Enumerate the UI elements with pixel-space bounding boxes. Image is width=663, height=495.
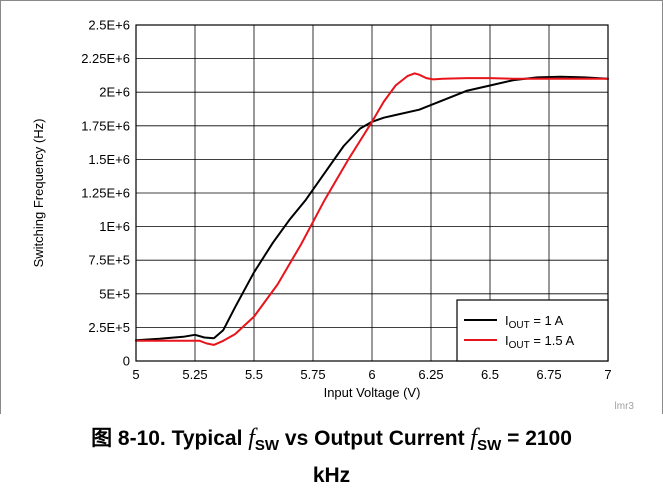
- x-tick-label: 5: [132, 367, 139, 382]
- x-tick-labels: 5 5.25 5.5 5.75 6 6.25 6.5 6.75 7: [132, 367, 611, 382]
- legend-label: IOUT = 1.5 A: [505, 333, 575, 351]
- caption-prefix: 图 8-10. Typical: [91, 427, 249, 450]
- chart: 0 2.5E+5 5E+5 7.5E+5 1E+6 1.25E+6 1.5E+6 1.75E+…: [31, 18, 635, 413]
- series-line: [135, 75, 609, 342]
- y-tick-label: 0: [123, 354, 130, 369]
- legend-label: IOUT = 1 A: [505, 313, 564, 331]
- x-tick-label: 6.5: [481, 367, 499, 382]
- y-tick-label: 1.25E+6: [81, 186, 130, 201]
- caption-sub-1: SW: [254, 437, 280, 455]
- plot-border: [135, 24, 609, 362]
- y-tick-label: 2.25E+6: [81, 51, 130, 66]
- caption-f-symbol-1: f: [248, 425, 255, 451]
- x-tick-label: 7: [604, 367, 611, 382]
- x-axis-title: Input Voltage (V): [324, 385, 421, 400]
- caption-sub-2: SW: [477, 437, 502, 455]
- caption-f-symbol-2: f: [470, 425, 478, 451]
- x-tick-label: 5.25: [182, 367, 207, 382]
- y-tick-labels: 0 2.5E+5 5E+5 7.5E+5 1E+6 1.25E+6 1.5E+6 1.75E+…: [81, 18, 130, 369]
- y-tick-label: 1E+6: [99, 219, 130, 234]
- caption-middle: vs Output Current: [279, 427, 471, 450]
- y-tick-label: 2E+6: [99, 85, 130, 100]
- y-tick-label: 7.5E+5: [88, 253, 130, 268]
- watermark-text: lmr3: [615, 401, 635, 412]
- y-tick-label: 2.5E+6: [88, 18, 130, 33]
- caption-suffix: = 2100: [501, 427, 572, 450]
- x-tick-label: 6: [368, 367, 375, 382]
- x-tick-label: 6.25: [418, 367, 443, 382]
- caption-line2: kHz: [312, 464, 351, 488]
- series-lines: [135, 72, 609, 346]
- x-tick-label: 6.75: [536, 367, 561, 382]
- series-line: [135, 72, 609, 346]
- x-tick-label: 5.5: [245, 367, 263, 382]
- x-tick-label: 5.75: [300, 367, 325, 382]
- y-tick-label: 5E+5: [99, 286, 130, 301]
- y-tick-label: 1.5E+6: [88, 152, 130, 167]
- legend-box: [456, 299, 609, 362]
- figure-caption: 图 8-10. Typical fSW vs Output Current fS…: [0, 423, 663, 491]
- y-tick-label: 1.75E+6: [81, 118, 130, 133]
- y-axis-title: Switching Frequency (Hz): [31, 119, 46, 268]
- legend: IOUT = 1 A IOUT = 1.5 A: [456, 299, 609, 362]
- y-tick-label: 2.5E+5: [88, 320, 130, 335]
